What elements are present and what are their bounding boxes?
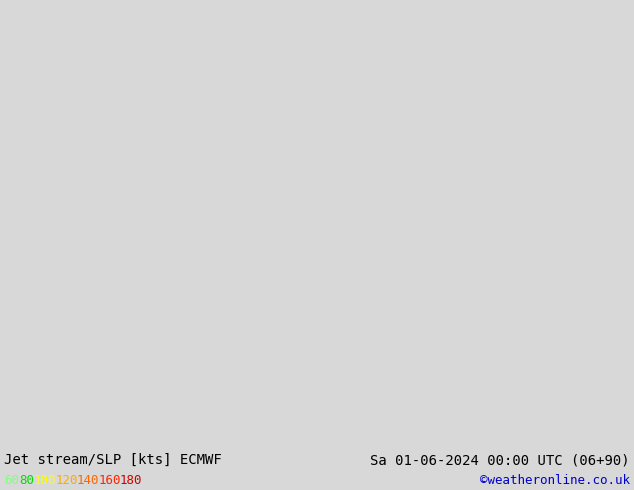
Text: 180: 180 bbox=[120, 473, 143, 487]
Text: 120: 120 bbox=[56, 473, 78, 487]
Text: ©weatheronline.co.uk: ©weatheronline.co.uk bbox=[480, 473, 630, 487]
Text: 60: 60 bbox=[4, 473, 19, 487]
Text: 140: 140 bbox=[77, 473, 100, 487]
Text: Sa 01-06-2024 00:00 UTC (06+90): Sa 01-06-2024 00:00 UTC (06+90) bbox=[370, 453, 630, 467]
Text: 80: 80 bbox=[19, 473, 34, 487]
Text: Jet stream/SLP [kts] ECMWF: Jet stream/SLP [kts] ECMWF bbox=[4, 453, 222, 467]
Text: 100: 100 bbox=[34, 473, 56, 487]
Text: 160: 160 bbox=[98, 473, 121, 487]
